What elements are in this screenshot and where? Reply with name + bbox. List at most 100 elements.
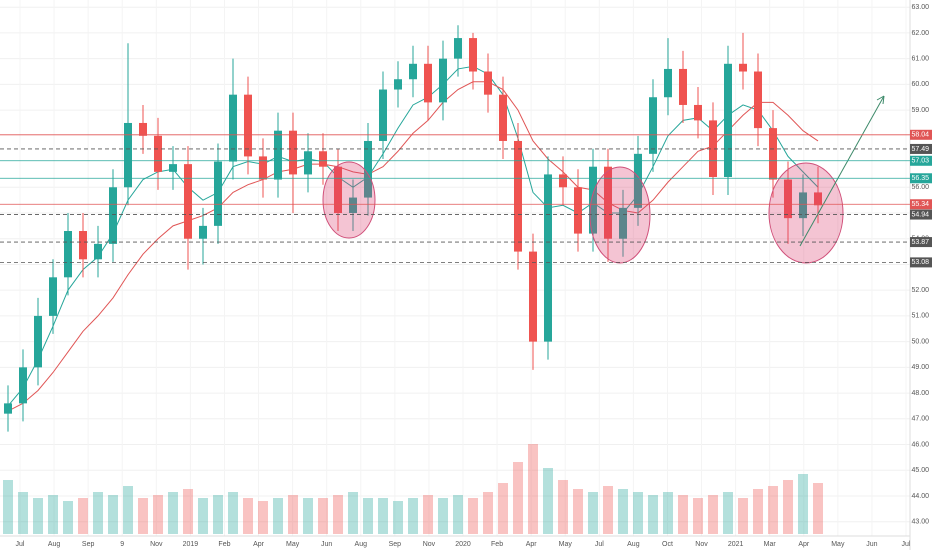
volume-bar bbox=[498, 483, 508, 534]
candle-body bbox=[514, 140, 522, 252]
candle-body bbox=[349, 197, 357, 214]
candle-body bbox=[34, 315, 42, 368]
x-tick-label: Aug bbox=[355, 541, 368, 548]
candle-body bbox=[679, 68, 687, 105]
volume-bar bbox=[558, 480, 568, 534]
x-tick-label: 2021 bbox=[728, 541, 744, 548]
y-tick-label: 51.00 bbox=[911, 313, 929, 320]
candle-body bbox=[199, 225, 207, 239]
candle-body bbox=[784, 179, 792, 219]
x-tick-label: May bbox=[286, 541, 300, 548]
candle-body bbox=[274, 130, 282, 180]
candle-body bbox=[799, 192, 807, 219]
highlight-ellipse bbox=[589, 166, 651, 264]
price-label: 57.03 bbox=[911, 158, 929, 165]
candle-body bbox=[304, 151, 312, 175]
candle-body bbox=[214, 161, 222, 226]
candle-body bbox=[109, 187, 117, 244]
volume-bar bbox=[168, 492, 178, 534]
candle-body bbox=[334, 166, 342, 214]
volume-bar bbox=[798, 474, 808, 534]
candle-body bbox=[739, 63, 747, 72]
volume-bar bbox=[588, 492, 598, 534]
candle-body bbox=[184, 164, 192, 239]
x-tick-label: May bbox=[831, 541, 845, 548]
candle-body bbox=[19, 367, 27, 404]
y-tick-label: 63.00 bbox=[911, 4, 929, 11]
candle-body bbox=[169, 164, 177, 172]
candle-body bbox=[574, 187, 582, 234]
volume-bar bbox=[693, 498, 703, 534]
candle-body bbox=[319, 151, 327, 167]
price-label-box bbox=[910, 143, 932, 154]
price-label: 55.34 bbox=[911, 201, 929, 208]
grid bbox=[0, 0, 910, 536]
volume-bar bbox=[108, 495, 118, 534]
y-tick-label: 44.00 bbox=[911, 493, 929, 500]
y-tick-label: 50.00 bbox=[911, 338, 929, 345]
volume-bar bbox=[318, 498, 328, 534]
volume-bar bbox=[213, 495, 223, 534]
volume-bar bbox=[228, 492, 238, 534]
candle-body bbox=[724, 63, 732, 177]
x-tick-label: Oct bbox=[662, 541, 673, 548]
candle-body bbox=[229, 94, 237, 162]
candle-body bbox=[364, 140, 372, 198]
volume-bar bbox=[63, 501, 73, 534]
x-tick-label: Jul bbox=[902, 541, 911, 548]
price-label: 57.49 bbox=[911, 146, 929, 153]
trend-arrow bbox=[799, 95, 885, 247]
candle-body bbox=[394, 79, 402, 90]
volume-bar bbox=[333, 495, 343, 534]
volume-bar bbox=[18, 492, 28, 534]
candle-body bbox=[4, 403, 12, 414]
y-tick-label: 45.00 bbox=[911, 467, 929, 474]
volume-bar bbox=[573, 489, 583, 534]
candle-body bbox=[529, 251, 537, 342]
price-label-box bbox=[910, 199, 932, 210]
volume-bar bbox=[513, 462, 523, 534]
y-tick-label: 61.00 bbox=[911, 55, 929, 62]
y-tick-label: 56.00 bbox=[911, 184, 929, 191]
candle-body bbox=[664, 68, 672, 98]
candle-body bbox=[649, 97, 657, 154]
x-tick-label: May bbox=[559, 541, 573, 548]
volume-bar bbox=[483, 492, 493, 534]
volume-bar bbox=[363, 498, 373, 534]
candle-body bbox=[424, 63, 432, 103]
candle-body bbox=[499, 94, 507, 141]
volume-bar bbox=[438, 498, 448, 534]
x-tick-label: Sep bbox=[82, 541, 95, 548]
arrow-head bbox=[876, 95, 885, 105]
y-tick-label: 62.00 bbox=[911, 30, 929, 37]
price-label-box bbox=[910, 155, 932, 166]
candle-body bbox=[94, 243, 102, 260]
candle-body bbox=[64, 231, 72, 278]
volume-bar bbox=[123, 486, 133, 534]
volume-bar bbox=[78, 498, 88, 534]
x-tick-label: 2020 bbox=[455, 541, 471, 548]
x-tick-label: Feb bbox=[218, 541, 230, 548]
volume-bar bbox=[453, 495, 463, 534]
y-tick-label: 43.00 bbox=[911, 519, 929, 526]
volume-bar bbox=[348, 492, 358, 534]
candle-body bbox=[79, 231, 87, 260]
volume-bar bbox=[633, 492, 643, 534]
moving-average bbox=[7, 81, 819, 412]
volume-bar bbox=[603, 486, 613, 534]
candle-body bbox=[709, 120, 717, 177]
volume-bar bbox=[768, 486, 778, 534]
volume-bar bbox=[3, 480, 13, 534]
candle-body bbox=[439, 58, 447, 103]
volume-bar bbox=[468, 498, 478, 534]
x-tick-label: Jul bbox=[16, 541, 25, 548]
price-label-box bbox=[910, 237, 932, 248]
candle-body bbox=[244, 94, 252, 157]
volume-bar bbox=[723, 492, 733, 534]
candle-body bbox=[379, 89, 387, 141]
y-tick-label: 48.00 bbox=[911, 390, 929, 397]
candle-body bbox=[454, 38, 462, 59]
volume-bar bbox=[423, 495, 433, 534]
